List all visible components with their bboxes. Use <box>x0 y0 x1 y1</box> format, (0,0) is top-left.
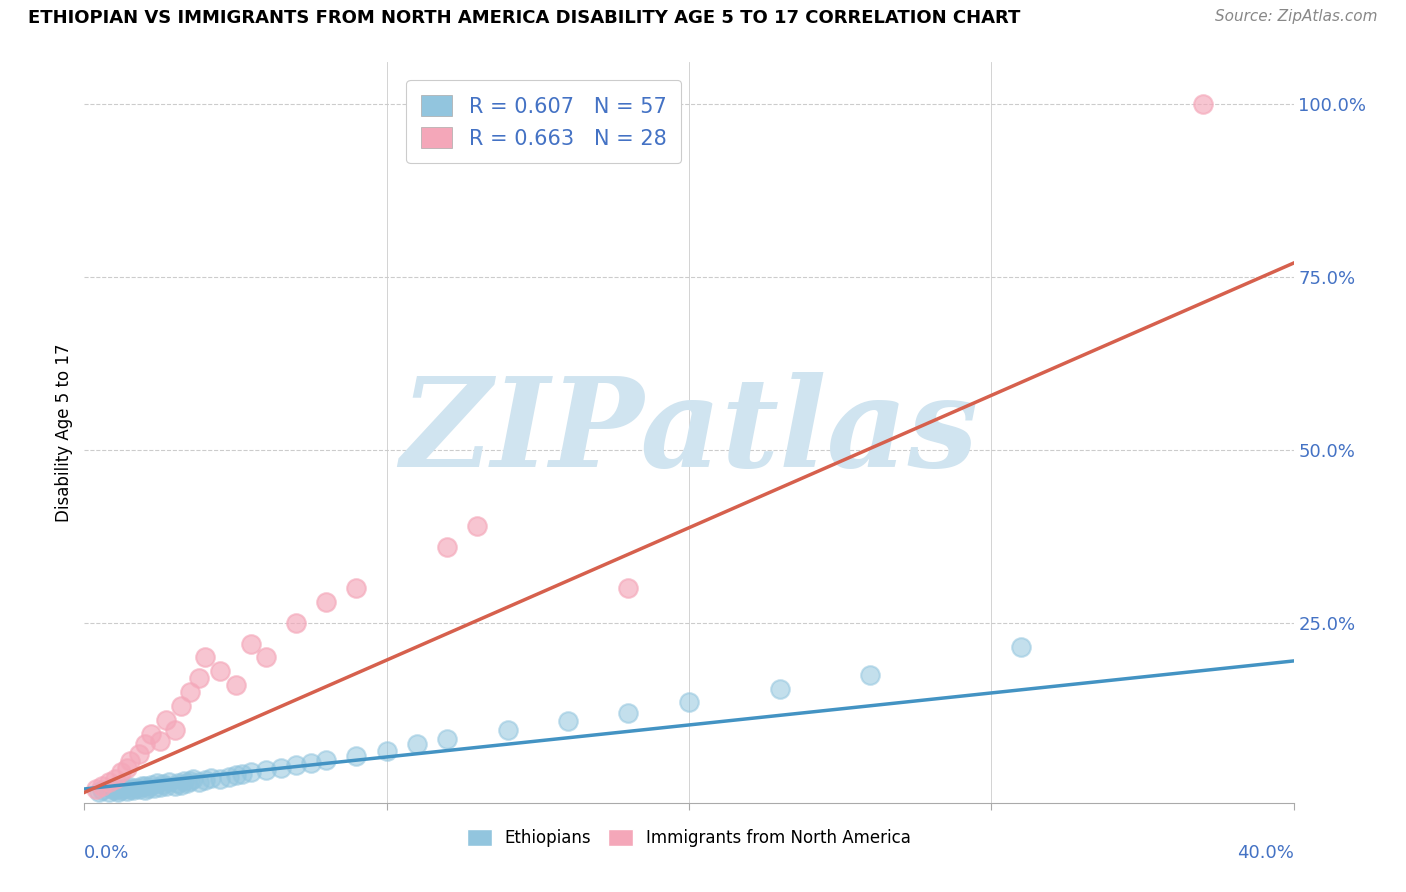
Point <box>188 671 211 685</box>
Point <box>239 764 262 779</box>
Point <box>617 582 640 596</box>
Point <box>254 763 277 777</box>
Point <box>557 714 579 728</box>
Point <box>139 726 162 740</box>
Point <box>134 737 156 751</box>
Point <box>100 781 122 796</box>
Point <box>121 783 143 797</box>
Point <box>142 780 165 795</box>
Point <box>225 768 247 782</box>
Point <box>112 781 135 796</box>
Point <box>239 637 262 651</box>
Point <box>179 685 201 699</box>
Point <box>179 774 201 789</box>
Point <box>285 615 308 630</box>
Point <box>346 582 368 596</box>
Point <box>97 785 120 799</box>
Point <box>346 748 368 763</box>
Point <box>467 519 489 533</box>
Point <box>146 776 169 790</box>
Point <box>170 778 193 792</box>
Point <box>97 775 120 789</box>
Point <box>155 779 177 793</box>
Point <box>134 779 156 793</box>
Point <box>181 772 204 787</box>
Point <box>134 782 156 797</box>
Point <box>496 723 519 738</box>
Point <box>128 781 150 796</box>
Point <box>139 778 162 792</box>
Point <box>149 780 172 794</box>
Point <box>115 761 138 775</box>
Point <box>152 777 174 791</box>
Point <box>149 733 172 747</box>
Point <box>209 772 232 786</box>
Point <box>194 650 217 665</box>
Point <box>375 744 398 758</box>
Point <box>167 776 190 790</box>
Point <box>128 747 150 762</box>
Point <box>131 779 153 793</box>
Point <box>285 757 308 772</box>
Point <box>107 785 129 799</box>
Point <box>157 775 180 789</box>
Point <box>436 732 458 747</box>
Point <box>91 783 114 797</box>
Point <box>225 678 247 692</box>
Point <box>315 753 337 767</box>
Point <box>104 772 127 786</box>
Point <box>270 761 292 775</box>
Point <box>769 681 792 696</box>
Point <box>406 737 429 751</box>
Point <box>110 782 132 797</box>
Point <box>1011 640 1033 654</box>
Point <box>436 540 458 554</box>
Point <box>188 775 211 789</box>
Point <box>118 754 141 768</box>
Point <box>155 713 177 727</box>
Point <box>86 781 108 796</box>
Text: 40.0%: 40.0% <box>1237 845 1294 863</box>
Point <box>315 595 337 609</box>
Text: ZIPatlas: ZIPatlas <box>399 372 979 493</box>
Point <box>165 723 187 738</box>
Point <box>678 696 700 710</box>
Point <box>176 776 198 790</box>
Point <box>136 781 159 796</box>
Point <box>218 770 240 784</box>
Point <box>104 783 127 797</box>
Text: ETHIOPIAN VS IMMIGRANTS FROM NORTH AMERICA DISABILITY AGE 5 TO 17 CORRELATION CH: ETHIOPIAN VS IMMIGRANTS FROM NORTH AMERI… <box>28 9 1021 27</box>
Point <box>173 773 195 788</box>
Point <box>165 779 187 793</box>
Point <box>299 756 322 770</box>
Point <box>859 667 882 681</box>
Point <box>200 771 222 785</box>
Point <box>617 706 640 720</box>
Legend: Ethiopians, Immigrants from North America: Ethiopians, Immigrants from North Americ… <box>460 822 918 854</box>
Point <box>118 781 141 796</box>
Text: 0.0%: 0.0% <box>84 845 129 863</box>
Point <box>170 698 193 713</box>
Y-axis label: Disability Age 5 to 17: Disability Age 5 to 17 <box>55 343 73 522</box>
Point <box>209 665 232 679</box>
Point <box>125 780 148 795</box>
Point <box>104 780 127 795</box>
Point <box>118 780 141 794</box>
Point <box>91 779 114 793</box>
Point <box>1192 97 1215 112</box>
Point <box>194 772 217 787</box>
Point <box>115 784 138 798</box>
Point <box>231 766 253 780</box>
Point <box>254 650 277 665</box>
Point <box>89 785 111 799</box>
Point <box>110 764 132 779</box>
Text: Source: ZipAtlas.com: Source: ZipAtlas.com <box>1215 9 1378 24</box>
